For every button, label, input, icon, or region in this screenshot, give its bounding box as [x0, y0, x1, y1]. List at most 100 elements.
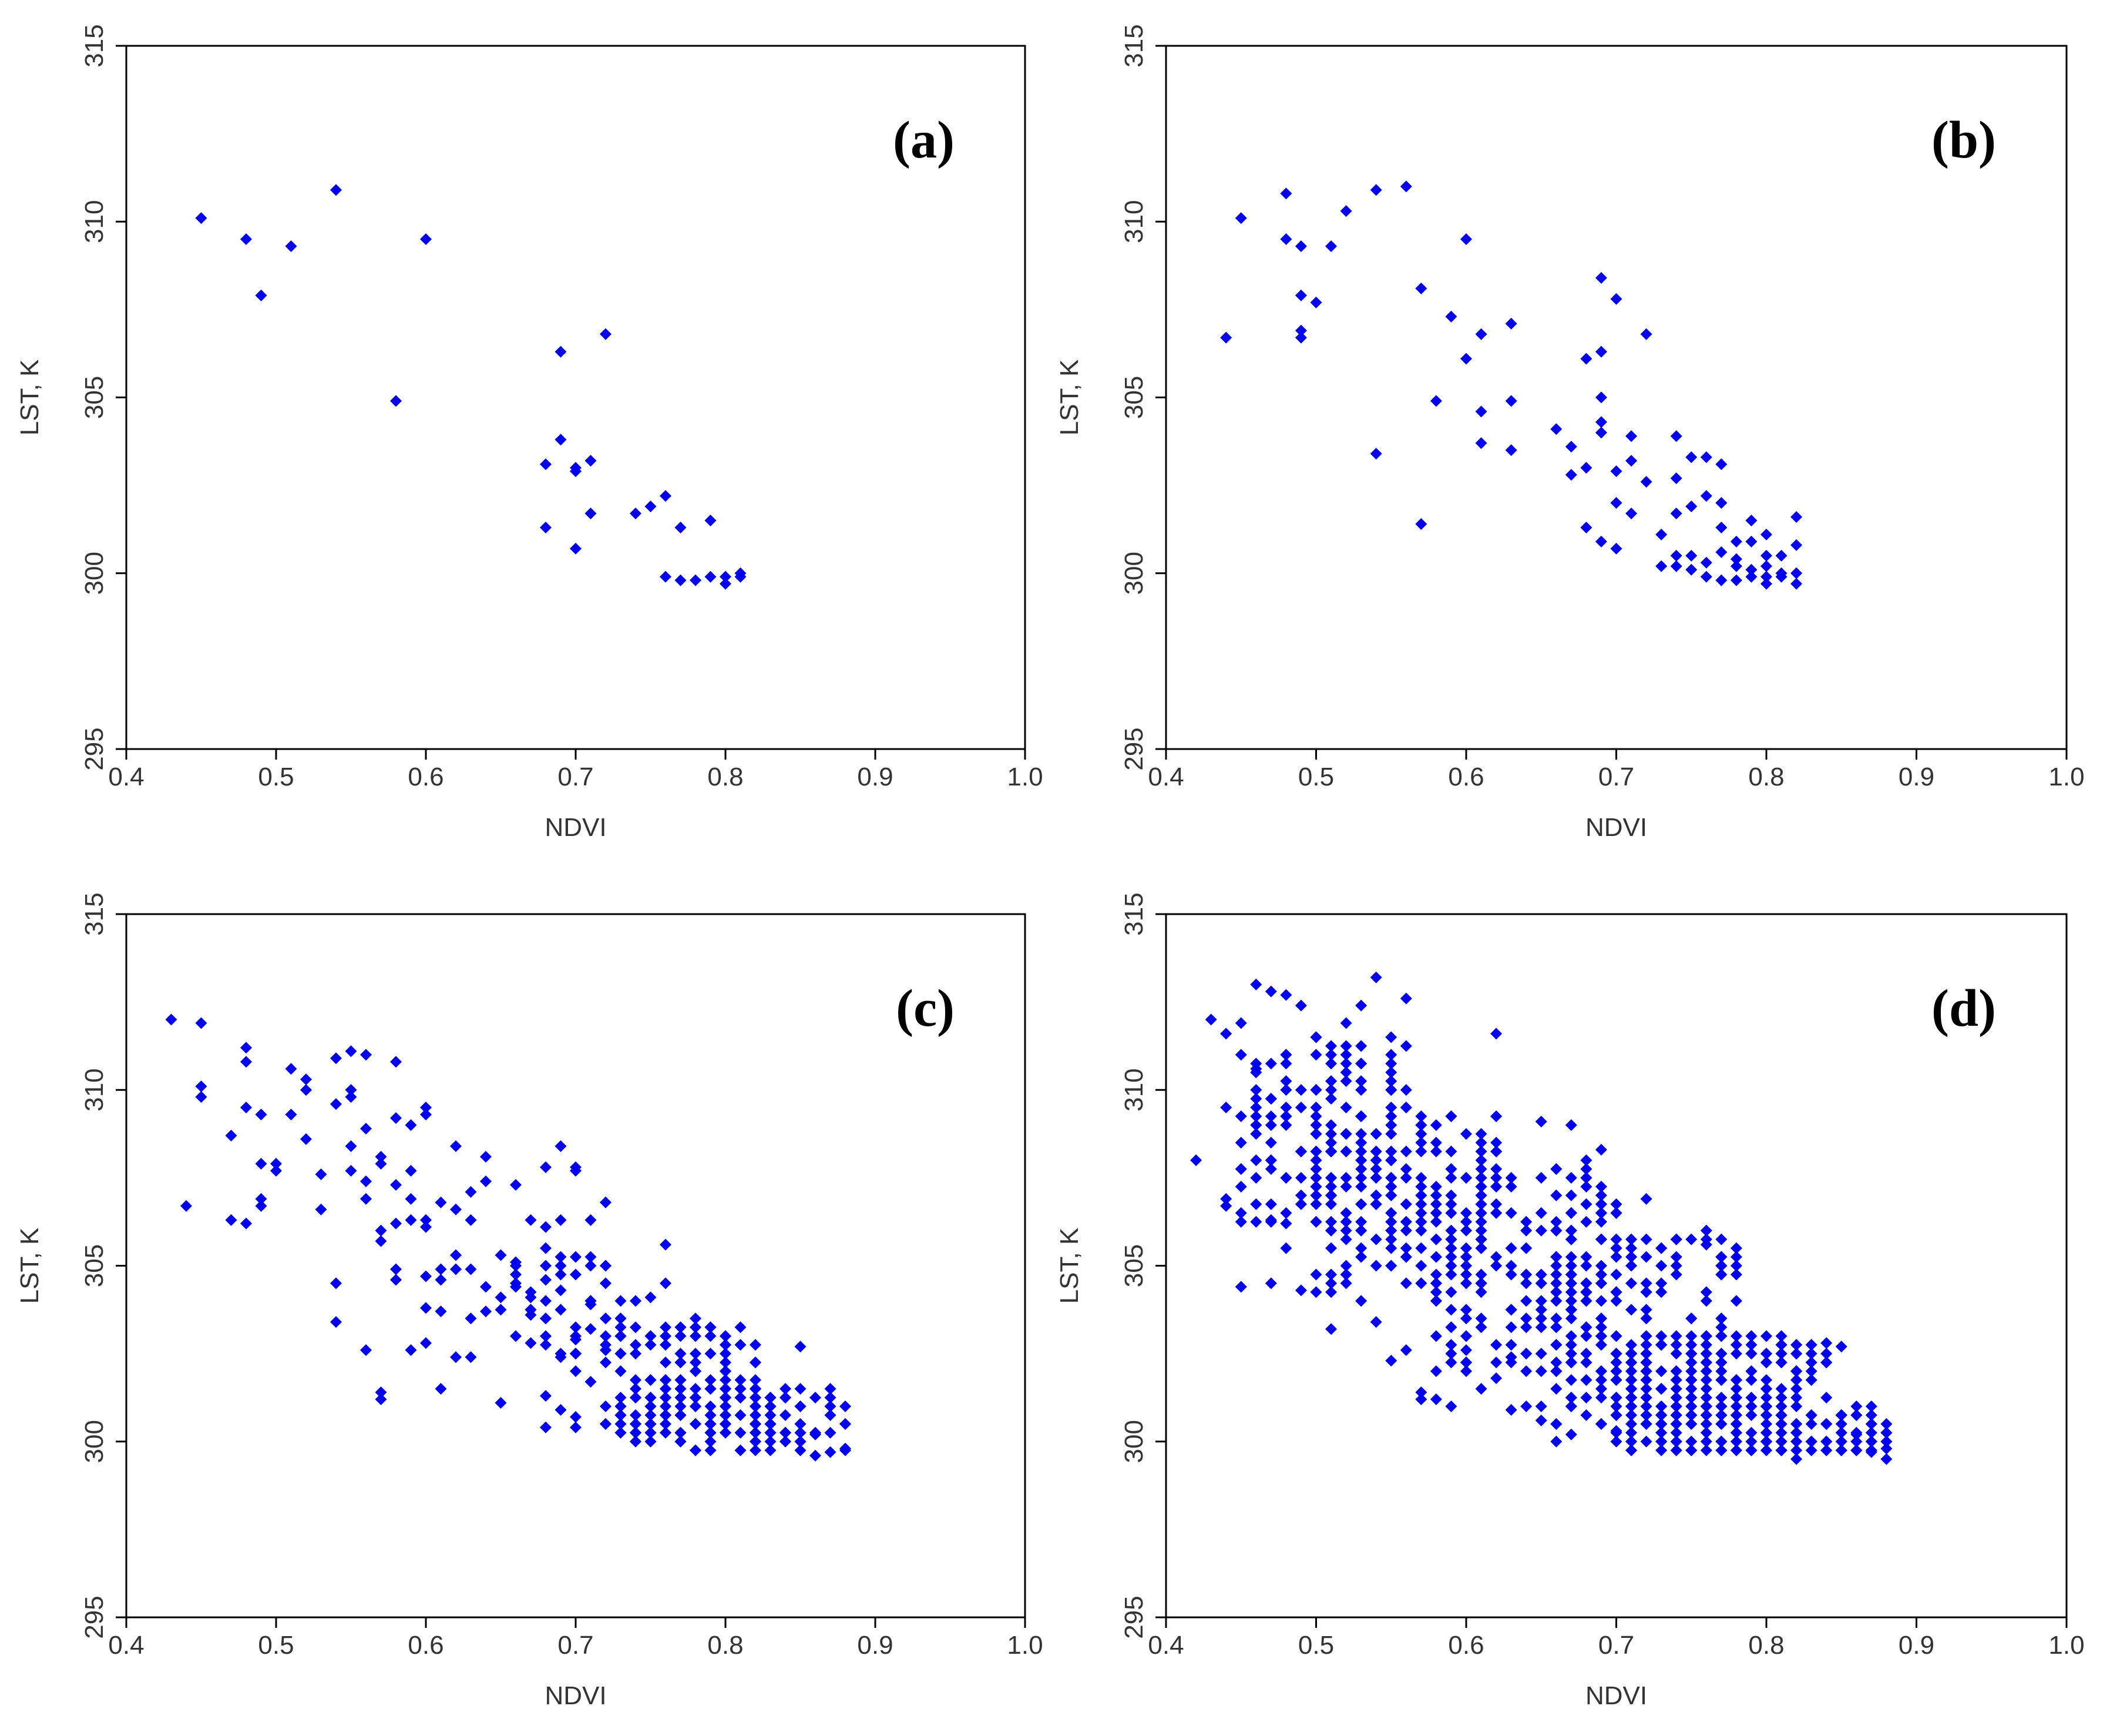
y-tick-label: 300: [1120, 552, 1148, 595]
data-point: [1505, 1304, 1517, 1316]
data-point: [1760, 1391, 1772, 1403]
data-point: [1265, 1119, 1277, 1131]
data-point: [1625, 1435, 1638, 1448]
data-point: [1595, 1215, 1607, 1228]
data-point: [1400, 1215, 1412, 1228]
data-point: [1415, 1242, 1427, 1254]
data-point: [1295, 289, 1307, 301]
data-point: [1565, 441, 1577, 453]
data-point: [1745, 563, 1758, 576]
data-point: [1355, 1145, 1368, 1157]
x-tick-label: 1.0: [1007, 1631, 1043, 1660]
data-point: [1310, 1110, 1322, 1123]
data-point: [1325, 1189, 1338, 1201]
data-point: [1295, 1145, 1307, 1157]
data-point: [1325, 1075, 1338, 1087]
data-point: [1460, 1260, 1472, 1272]
panel-b: 0.4 0.5 0.6 0.7 0.8 0.9 1.0 295 300 305 310 315 NDVI…: [1055, 24, 2085, 842]
data-point: [839, 1400, 851, 1412]
data-point: [1475, 1277, 1487, 1290]
data-point: [1550, 1365, 1563, 1378]
data-point: [1745, 1444, 1758, 1456]
data-point: [1595, 1180, 1607, 1193]
data-point: [1610, 293, 1622, 305]
data-point: [1415, 1171, 1427, 1184]
data-point: [1535, 1277, 1547, 1290]
data-point: [1535, 1304, 1547, 1316]
data-point: [1745, 535, 1758, 548]
data-point: [1550, 1321, 1563, 1334]
data-point: [690, 1312, 701, 1325]
data-point: [525, 1286, 537, 1298]
data-point: [1580, 1295, 1592, 1307]
data-point: [1415, 1386, 1427, 1398]
data-point: [1595, 391, 1607, 404]
data-point: [450, 1351, 462, 1364]
data-point: [1640, 1382, 1652, 1395]
data-point: [1490, 1207, 1503, 1219]
data-point: [750, 1409, 761, 1421]
data-point: [1355, 1128, 1368, 1140]
data-point: [1790, 1453, 1803, 1465]
data-point: [1460, 1215, 1472, 1228]
data-point: [1490, 1110, 1503, 1123]
data-point: [1505, 1321, 1517, 1334]
data-point: [750, 1400, 761, 1412]
data-point: [1610, 1198, 1622, 1210]
data-point: [1430, 1189, 1442, 1201]
data-point: [1730, 1418, 1742, 1430]
data-point: [1385, 1260, 1397, 1272]
data-point: [1520, 1242, 1533, 1254]
data-point: [1700, 490, 1712, 502]
data-point: [1445, 1171, 1457, 1184]
data-point: [1595, 1198, 1607, 1210]
data-point: [1355, 999, 1368, 1012]
data-point: [1625, 1374, 1638, 1386]
data-point: [674, 574, 687, 586]
data-point: [1700, 1365, 1712, 1378]
data-point: [1340, 205, 1352, 217]
data-point: [1250, 1066, 1262, 1079]
data-point: [450, 1263, 462, 1275]
data-point: [1235, 1049, 1247, 1061]
data-point: [1550, 423, 1563, 435]
data-point: [1850, 1426, 1863, 1439]
y-axis-title: LST, K: [15, 1228, 44, 1304]
data-point: [1670, 1260, 1682, 1272]
data-point: [1535, 1414, 1547, 1426]
data-point: [780, 1382, 791, 1395]
data-point: [1640, 1233, 1652, 1245]
data-point: [584, 508, 597, 520]
data-point: [1700, 1339, 1712, 1351]
x-tick-label: 0.8: [707, 1631, 743, 1660]
data-point: [690, 1382, 701, 1395]
data-point: [495, 1249, 507, 1261]
panel-label: (c): [896, 979, 955, 1037]
data-point: [375, 1386, 387, 1398]
data-point: [1370, 448, 1382, 460]
data-point: [1445, 1110, 1457, 1123]
data-point: [1430, 1233, 1442, 1245]
data-point: [1280, 1207, 1292, 1219]
y-tick-label: 305: [1120, 376, 1148, 419]
data-point: [734, 570, 747, 583]
data-point: [600, 1418, 612, 1430]
data-point: [1250, 1057, 1262, 1070]
data-point: [1655, 1260, 1668, 1272]
data-point: [1205, 1013, 1217, 1026]
data-point: [570, 1348, 582, 1360]
data-point: [1310, 1215, 1322, 1228]
data-point: [1670, 1251, 1682, 1263]
data-point: [1340, 1171, 1352, 1184]
data-point: [1415, 1198, 1427, 1210]
data-point: [1625, 455, 1638, 467]
data-point: [1280, 233, 1292, 246]
data-point: [1250, 1154, 1262, 1166]
data-point: [1640, 476, 1652, 488]
data-point: [525, 1304, 537, 1316]
data-point: [1610, 465, 1622, 478]
data-point: [1310, 1286, 1322, 1298]
data-point: [704, 1348, 717, 1360]
x-tick-label: 0.5: [1298, 763, 1334, 791]
data-point: [540, 1330, 552, 1342]
